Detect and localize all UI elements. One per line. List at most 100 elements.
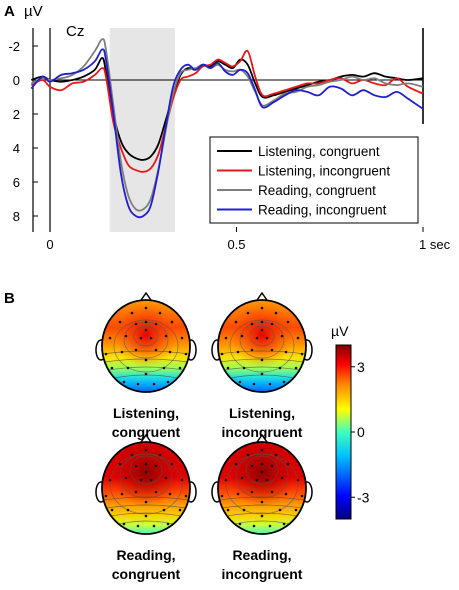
x-tick: 1 sec (419, 227, 451, 252)
electrode-dot (255, 478, 259, 482)
electrode-dot (162, 508, 166, 512)
electrode-dot (236, 492, 240, 496)
electrode-dot (255, 336, 259, 340)
legend-label: Listening, incongruent (258, 164, 390, 179)
topomap-caption-line2: congruent (112, 424, 181, 440)
electrode-dot (149, 336, 153, 340)
contour-line (133, 325, 159, 347)
electrode-dot (226, 366, 230, 370)
electrode-dot (260, 470, 264, 474)
electrode-dot (296, 336, 300, 340)
contour-line (249, 325, 275, 347)
panel-a-unit-label: µV (24, 3, 43, 20)
contour-line (225, 453, 299, 515)
contour-line (224, 366, 300, 371)
contour-line (111, 512, 181, 517)
electrode-dot (238, 522, 242, 526)
electrode-dot (260, 306, 264, 310)
electrode-dot (268, 524, 272, 528)
electrode-dot (104, 494, 108, 498)
electrode-dot (274, 311, 278, 315)
electrode-dot (144, 462, 148, 466)
head-outline (217, 441, 307, 535)
electrode-dot (300, 494, 304, 498)
electrode-dot (246, 311, 250, 315)
colorbar-gradient (335, 344, 352, 520)
electrode-dot (154, 322, 158, 326)
electrode-dot (120, 492, 124, 496)
electrode-dot (296, 478, 300, 482)
panel-b-letter: B (4, 290, 15, 307)
y-tick: -2 (8, 39, 38, 54)
electrode-dot (294, 508, 298, 512)
colorbar-tick-label: 3 (357, 359, 365, 375)
x-tick-label: 1 sec (419, 237, 451, 252)
electrode-dot (260, 448, 264, 452)
electrode-dot (144, 372, 148, 376)
electrode-dot (260, 462, 264, 466)
electrode-dot (139, 478, 143, 482)
contour-line (108, 366, 184, 371)
electrode-dot (124, 334, 128, 338)
electrode-dot (144, 500, 148, 504)
electrode-dot (280, 476, 284, 480)
electrode-dot (110, 508, 114, 512)
legend: Listening, congruent Listening, incongrue… (209, 136, 419, 224)
electrode-dot (278, 508, 282, 512)
electrode-dot (134, 490, 138, 494)
electrode-dot (250, 348, 254, 352)
electrode-dot (122, 380, 126, 384)
electrode-dot (170, 320, 174, 324)
electrode-dot (139, 336, 143, 340)
electrode-dot (124, 476, 128, 480)
electrode-dot (164, 334, 168, 338)
electrode-dot (166, 522, 170, 526)
electrode-dot (252, 382, 256, 386)
electrode-dot (144, 358, 148, 362)
electrode-dot (162, 366, 166, 370)
topomap: Listening, congruent (95, 291, 197, 440)
colorbar: µV 3 0 -3 (331, 323, 370, 520)
electrode-dot (104, 352, 108, 356)
contour-line (106, 504, 186, 509)
colorbar-tick-label: -3 (357, 489, 370, 505)
topomaps: Listening, congruent Listening, incongruent… (95, 291, 313, 582)
electrode-dot (184, 494, 188, 498)
electrode-dot (284, 492, 288, 496)
electrode-dot (180, 336, 184, 340)
electrode-dot (270, 490, 274, 494)
legend-entry: Listening, incongruent (217, 164, 390, 179)
topomap-caption-line2: congruent (112, 566, 181, 582)
electrode-dot (154, 490, 158, 494)
electrode-dot (134, 464, 138, 468)
topomap-caption-line1: Reading, (116, 547, 175, 563)
topomap-caption-line1: Reading, (232, 547, 291, 563)
colorbar-tick: -3 (351, 489, 370, 505)
x-axis-ticks: 0 0.5 1 sec (46, 227, 451, 252)
electrode-dot (158, 311, 162, 315)
y-tick: 4 (13, 141, 38, 156)
electrode-dot (260, 320, 264, 324)
electrode-dot (220, 494, 224, 498)
y-tick: 2 (13, 107, 38, 122)
erp-plot: -2 0 2 4 6 8 0 0.5 1 sec Cz Listening, congruen… (8, 23, 450, 252)
y-tick: 6 (13, 175, 38, 190)
legend-label: Reading, congruent (258, 183, 376, 198)
contour-line (219, 496, 305, 501)
electrode-dot (126, 366, 130, 370)
contour-line (102, 350, 190, 355)
electrode-dot (252, 524, 256, 528)
electrode-dot (144, 470, 148, 474)
topomap: Reading, congruent (95, 433, 197, 582)
electrode-dot (144, 328, 148, 332)
colorbar-unit-label: µV (331, 323, 349, 339)
contour-line (103, 496, 189, 501)
electrode-dot (178, 508, 182, 512)
electrode-dot (265, 478, 269, 482)
electrode-dot (118, 320, 122, 324)
electrode-dot (242, 366, 246, 370)
electrode-dot (280, 334, 284, 338)
electrode-dot (180, 478, 184, 482)
channel-label: Cz (66, 23, 84, 40)
